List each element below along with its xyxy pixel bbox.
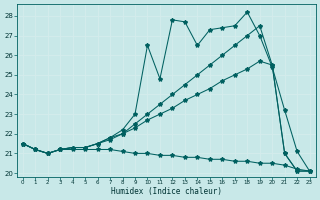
X-axis label: Humidex (Indice chaleur): Humidex (Indice chaleur) (111, 187, 222, 196)
